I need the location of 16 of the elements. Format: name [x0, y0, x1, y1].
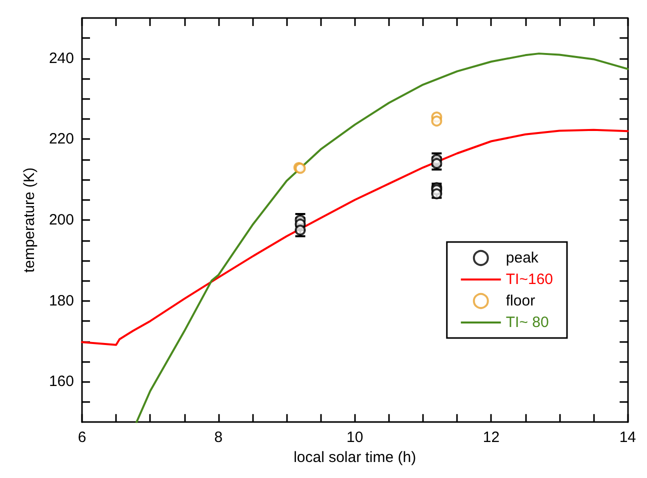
legend-label: TI~ 80: [506, 314, 549, 331]
legend-label: floor: [506, 292, 536, 310]
x-tick-label: 10: [346, 429, 364, 446]
y-tick-label: 160: [48, 373, 74, 390]
x-axis-title: local solar time (h): [294, 449, 416, 466]
legend-label: TI~160: [506, 271, 554, 288]
y-tick-label: 200: [48, 212, 74, 229]
y-tick-label: 220: [48, 130, 74, 148]
x-tick-label: 14: [619, 429, 636, 446]
legend-label: peak: [506, 250, 539, 266]
y-tick-label: 240: [48, 50, 74, 67]
x-tick-label: 12: [482, 429, 500, 446]
x-tick-label: 8: [214, 429, 223, 446]
y-tick-label: 180: [48, 292, 74, 310]
y-axis-title: temperature (K): [21, 168, 38, 273]
x-tick-label: 6: [78, 429, 86, 446]
